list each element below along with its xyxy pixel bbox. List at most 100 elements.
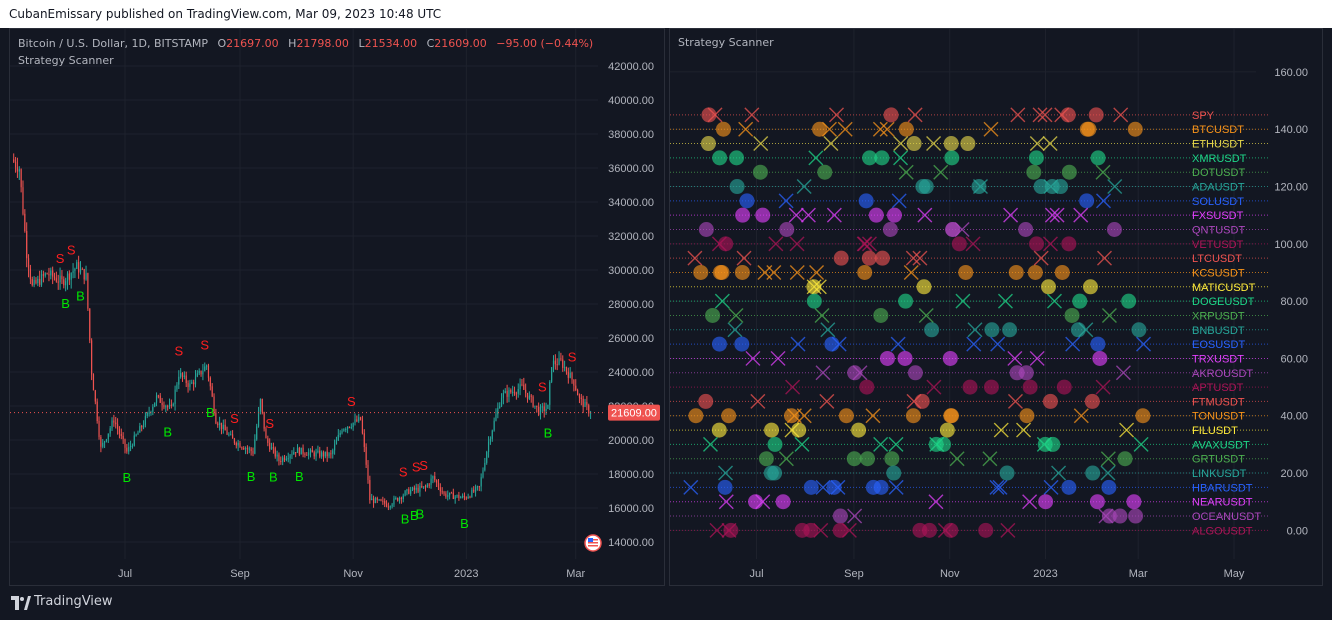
scanner-buy-dot: [1040, 279, 1056, 295]
sell-signal: S: [568, 349, 577, 364]
candle-body: [510, 389, 512, 393]
candle-body: [460, 497, 462, 499]
scanner-row-label: XMRUSDT: [1192, 153, 1247, 165]
scanner-buy-dot: [718, 236, 734, 252]
candle-body: [478, 486, 480, 488]
candle-body: [436, 480, 438, 483]
scanner-row-label: APTUSDT: [1192, 382, 1244, 394]
scanner-buy-dot: [905, 408, 921, 424]
candle-body: [560, 358, 562, 360]
candle-body: [295, 452, 297, 454]
candle-body: [461, 495, 464, 498]
scanner-buy-dot: [712, 150, 728, 166]
scanner-sell-cross: [937, 522, 953, 538]
scanner-sell-cross: [972, 179, 988, 195]
scanner-x-tick: 2023: [1033, 568, 1057, 580]
scanner-sell-cross: [982, 451, 998, 467]
scanner-buy-dot: [1038, 494, 1054, 510]
candle-body: [22, 187, 24, 214]
candle-body: [515, 393, 517, 395]
scanner-buy-dot: [1060, 107, 1076, 123]
price-y-tick: 40000.00: [608, 95, 654, 107]
candle-body: [46, 273, 48, 275]
scanner-sell-cross: [788, 207, 804, 223]
sell-signal: S: [200, 337, 209, 352]
scanner-buy-dot: [1112, 508, 1128, 524]
candle-body: [385, 503, 388, 507]
scanner-buy-dot: [817, 164, 833, 180]
scanner-sell-cross: [718, 494, 734, 510]
scanner-buy-dot: [1117, 451, 1133, 467]
candle-body: [52, 270, 54, 277]
candle-body: [257, 411, 260, 427]
candle-body: [235, 442, 237, 446]
scanner-chart[interactable]: SPY BTCUSDT ETHUSDT XMRUSDT DOTUSDT ADAUSDT SO…: [670, 29, 1322, 585]
scanner-sell-cross: [809, 264, 825, 280]
scanner-row-label: NEARUSDT: [1192, 497, 1253, 509]
sell-signal: S: [174, 344, 183, 359]
candle-body: [506, 391, 508, 397]
candle-body: [126, 447, 128, 452]
candle-body: [87, 273, 89, 309]
candle-body: [170, 404, 172, 406]
candle-body: [116, 424, 119, 430]
scanner-buy-dot: [874, 250, 890, 266]
scanner-buy-dot: [914, 393, 930, 409]
price-y-tick: 18000.00: [608, 469, 654, 481]
candle-body: [129, 445, 132, 447]
candle-body: [376, 498, 378, 500]
scanner-buy-dot: [1106, 222, 1122, 238]
scanner-sell-cross: [1010, 107, 1026, 123]
scanner-sell-cross: [815, 479, 831, 495]
scanner-row-label: LTCUSDT: [1192, 253, 1242, 265]
scanner-buy-dot: [862, 150, 878, 166]
scanner-buy-dot: [1085, 465, 1101, 481]
scanner-sell-cross: [1065, 336, 1081, 352]
candle-body: [48, 273, 50, 276]
candle-body: [276, 454, 278, 457]
scanner-buy-dot: [958, 264, 974, 280]
us-flag-icon[interactable]: [584, 534, 602, 552]
scanner-buy-dot: [1042, 393, 1058, 409]
scanner-buy-dot: [1121, 293, 1137, 309]
candle-body: [243, 448, 245, 450]
scanner-buy-dot: [1061, 479, 1077, 495]
candle-body: [118, 429, 121, 435]
scanner-row-label: HBARUSDT: [1192, 482, 1253, 494]
candle-body: [580, 397, 582, 399]
scanner-sell-cross: [955, 293, 971, 309]
scanner-sell-cross: [890, 336, 906, 352]
candle-body: [476, 486, 479, 488]
scanner-sell-cross: [718, 465, 734, 481]
scanner-row-label: ETHUSDT: [1192, 139, 1244, 151]
scanner-buy-dot: [767, 465, 783, 481]
candle-body: [539, 406, 542, 415]
scanner-sell-cross: [905, 250, 921, 266]
ohlc-o-label: O: [217, 37, 226, 50]
scanner-row-label: TONUSDT: [1192, 411, 1245, 423]
candle-body: [139, 426, 141, 433]
sell-signal: S: [399, 465, 408, 480]
candle-body: [231, 434, 234, 439]
scanner-sell-cross: [1098, 508, 1114, 524]
candle-body: [278, 454, 280, 462]
scanner-sell-cross: [736, 250, 752, 266]
candle-body: [447, 495, 449, 497]
scanner-buy-dot: [1028, 150, 1044, 166]
candle-body: [102, 442, 104, 447]
scanner-buy-dot: [729, 150, 745, 166]
scanner-buy-dot: [826, 479, 842, 495]
ohlc-h-label: H: [288, 37, 296, 50]
scanner-buy-dot: [715, 121, 731, 137]
scanner-buy-dot: [803, 522, 819, 538]
candle-body: [103, 441, 106, 443]
scanner-panel[interactable]: SPY BTCUSDT ETHUSDT XMRUSDT DOTUSDT ADAUSDT SO…: [669, 28, 1323, 586]
scanner-buy-dot: [734, 336, 750, 352]
ohlc-high: 21798.00: [296, 37, 349, 50]
scanner-buy-dot: [824, 336, 840, 352]
candle-body: [406, 489, 408, 492]
scanner-buy-dot: [1101, 508, 1117, 524]
scanner-buy-dot: [984, 322, 1000, 338]
